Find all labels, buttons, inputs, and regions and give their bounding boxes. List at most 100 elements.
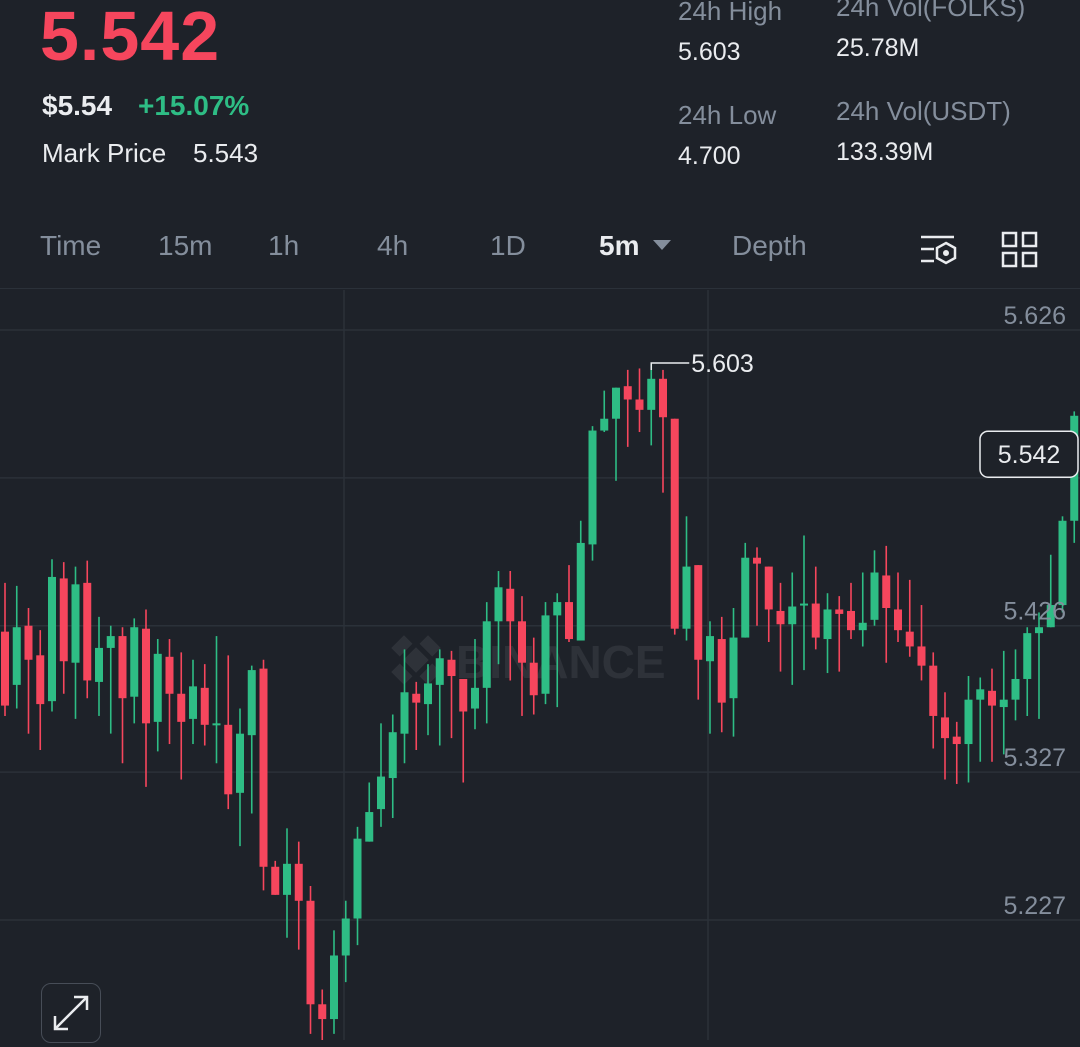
- candle: [24, 607, 33, 734]
- candle-body: [506, 588, 515, 622]
- vol-base-label: 24h Vol(FOLKS): [836, 0, 1026, 22]
- candle: [318, 989, 327, 1040]
- candle-body: [212, 723, 221, 726]
- tab-4h[interactable]: 4h: [377, 230, 409, 261]
- candle: [1023, 627, 1032, 716]
- vol-base-value: 25.78M: [836, 34, 920, 62]
- exchange-watermark: BINANCE: [391, 635, 666, 688]
- candle: [870, 550, 879, 626]
- candle-body: [588, 430, 597, 545]
- candle: [811, 566, 820, 650]
- high-value: 5.603: [678, 38, 741, 66]
- candle: [294, 841, 303, 950]
- candle: [882, 545, 891, 663]
- candle-body: [847, 610, 855, 631]
- candle-body: [318, 1004, 327, 1020]
- candle: [999, 650, 1008, 755]
- tab-15m[interactable]: 15m: [158, 230, 213, 261]
- candle-body: [224, 724, 233, 795]
- candle-body: [999, 699, 1008, 708]
- tab-1d[interactable]: 1D: [490, 230, 526, 261]
- y-tick-label: 5.227: [1003, 892, 1066, 920]
- candle-body: [95, 647, 103, 682]
- candle-body: [365, 812, 374, 842]
- exchange-logo-icon: [391, 635, 441, 685]
- candle: [659, 369, 667, 493]
- candle-body: [729, 637, 738, 699]
- candle: [130, 618, 139, 724]
- vol-quote-label: 24h Vol(USDT): [836, 96, 1011, 126]
- candle: [670, 418, 679, 635]
- candle: [1011, 649, 1020, 721]
- candle: [36, 630, 45, 750]
- tab-5m[interactable]: 5m: [599, 230, 672, 262]
- candle-body: [1011, 678, 1020, 700]
- candle: [682, 516, 691, 641]
- candle: [764, 566, 773, 643]
- axis-labels: 5.626 5.426 5.327 5.227 5.603 5.542: [650, 302, 1080, 920]
- candle-body: [189, 686, 197, 719]
- high-marker-label: 5.603: [691, 350, 754, 378]
- candle-body: [482, 621, 491, 688]
- candle: [717, 616, 726, 733]
- candle: [694, 565, 703, 700]
- candle: [858, 572, 867, 647]
- candle: [623, 369, 632, 447]
- candle-body: [565, 602, 573, 640]
- candle: [83, 560, 92, 699]
- candle: [341, 900, 350, 983]
- candle-body: [424, 683, 432, 705]
- tab-depth[interactable]: Depth: [732, 230, 807, 261]
- candle-body: [623, 386, 632, 400]
- expand-icon: [53, 995, 89, 1031]
- candle: [435, 649, 444, 746]
- candle: [330, 930, 338, 1034]
- candle-body: [12, 627, 21, 685]
- candle-body: [541, 615, 550, 694]
- candle: [576, 520, 585, 641]
- candle: [153, 639, 162, 752]
- indicator-settings-icon[interactable]: [918, 230, 958, 270]
- candle: [800, 535, 808, 671]
- y-tick-label: 5.426: [1003, 598, 1066, 626]
- candle-body: [694, 565, 703, 660]
- candle-body: [494, 587, 503, 622]
- candle: [247, 665, 256, 814]
- candle: [224, 655, 233, 810]
- candle-body: [388, 732, 397, 779]
- candle-body: [800, 603, 808, 606]
- grid-layout-icon[interactable]: [1000, 230, 1040, 270]
- candle-body: [118, 636, 127, 699]
- candle-body: [529, 662, 538, 696]
- candle-body: [612, 387, 620, 419]
- candle-body: [764, 566, 773, 610]
- expand-chart-button[interactable]: [41, 983, 101, 1043]
- candle-body: [200, 687, 209, 725]
- candlestick-chart[interactable]: BINANCE 5.626 5.426 5.327 5.227 5.603 5.542: [0, 290, 1080, 1040]
- candle-body: [858, 622, 867, 631]
- mark-price-label: Mark Price: [42, 138, 167, 168]
- candle: [753, 547, 761, 626]
- tab-5m-label: 5m: [599, 230, 640, 261]
- candle-body: [682, 566, 691, 629]
- candle: [106, 625, 115, 734]
- candle: [1035, 612, 1043, 719]
- candle-body: [741, 557, 750, 638]
- candle-body: [576, 542, 585, 641]
- tab-1h[interactable]: 1h: [268, 230, 300, 261]
- candle-body: [1058, 520, 1067, 606]
- candle-body: [882, 575, 891, 608]
- candle-body: [964, 699, 973, 745]
- vol-quote-value: 133.39M: [836, 138, 934, 166]
- candle-body: [247, 670, 256, 736]
- candle-body: [1023, 633, 1032, 679]
- candle: [59, 562, 68, 694]
- tab-time[interactable]: Time: [40, 230, 102, 261]
- candle-body: [24, 625, 33, 660]
- candle-body: [600, 418, 609, 431]
- candle: [400, 649, 409, 764]
- candle: [212, 636, 221, 764]
- high-label: 24h High: [678, 0, 783, 26]
- candle-body: [811, 603, 820, 638]
- candle-body: [635, 399, 644, 410]
